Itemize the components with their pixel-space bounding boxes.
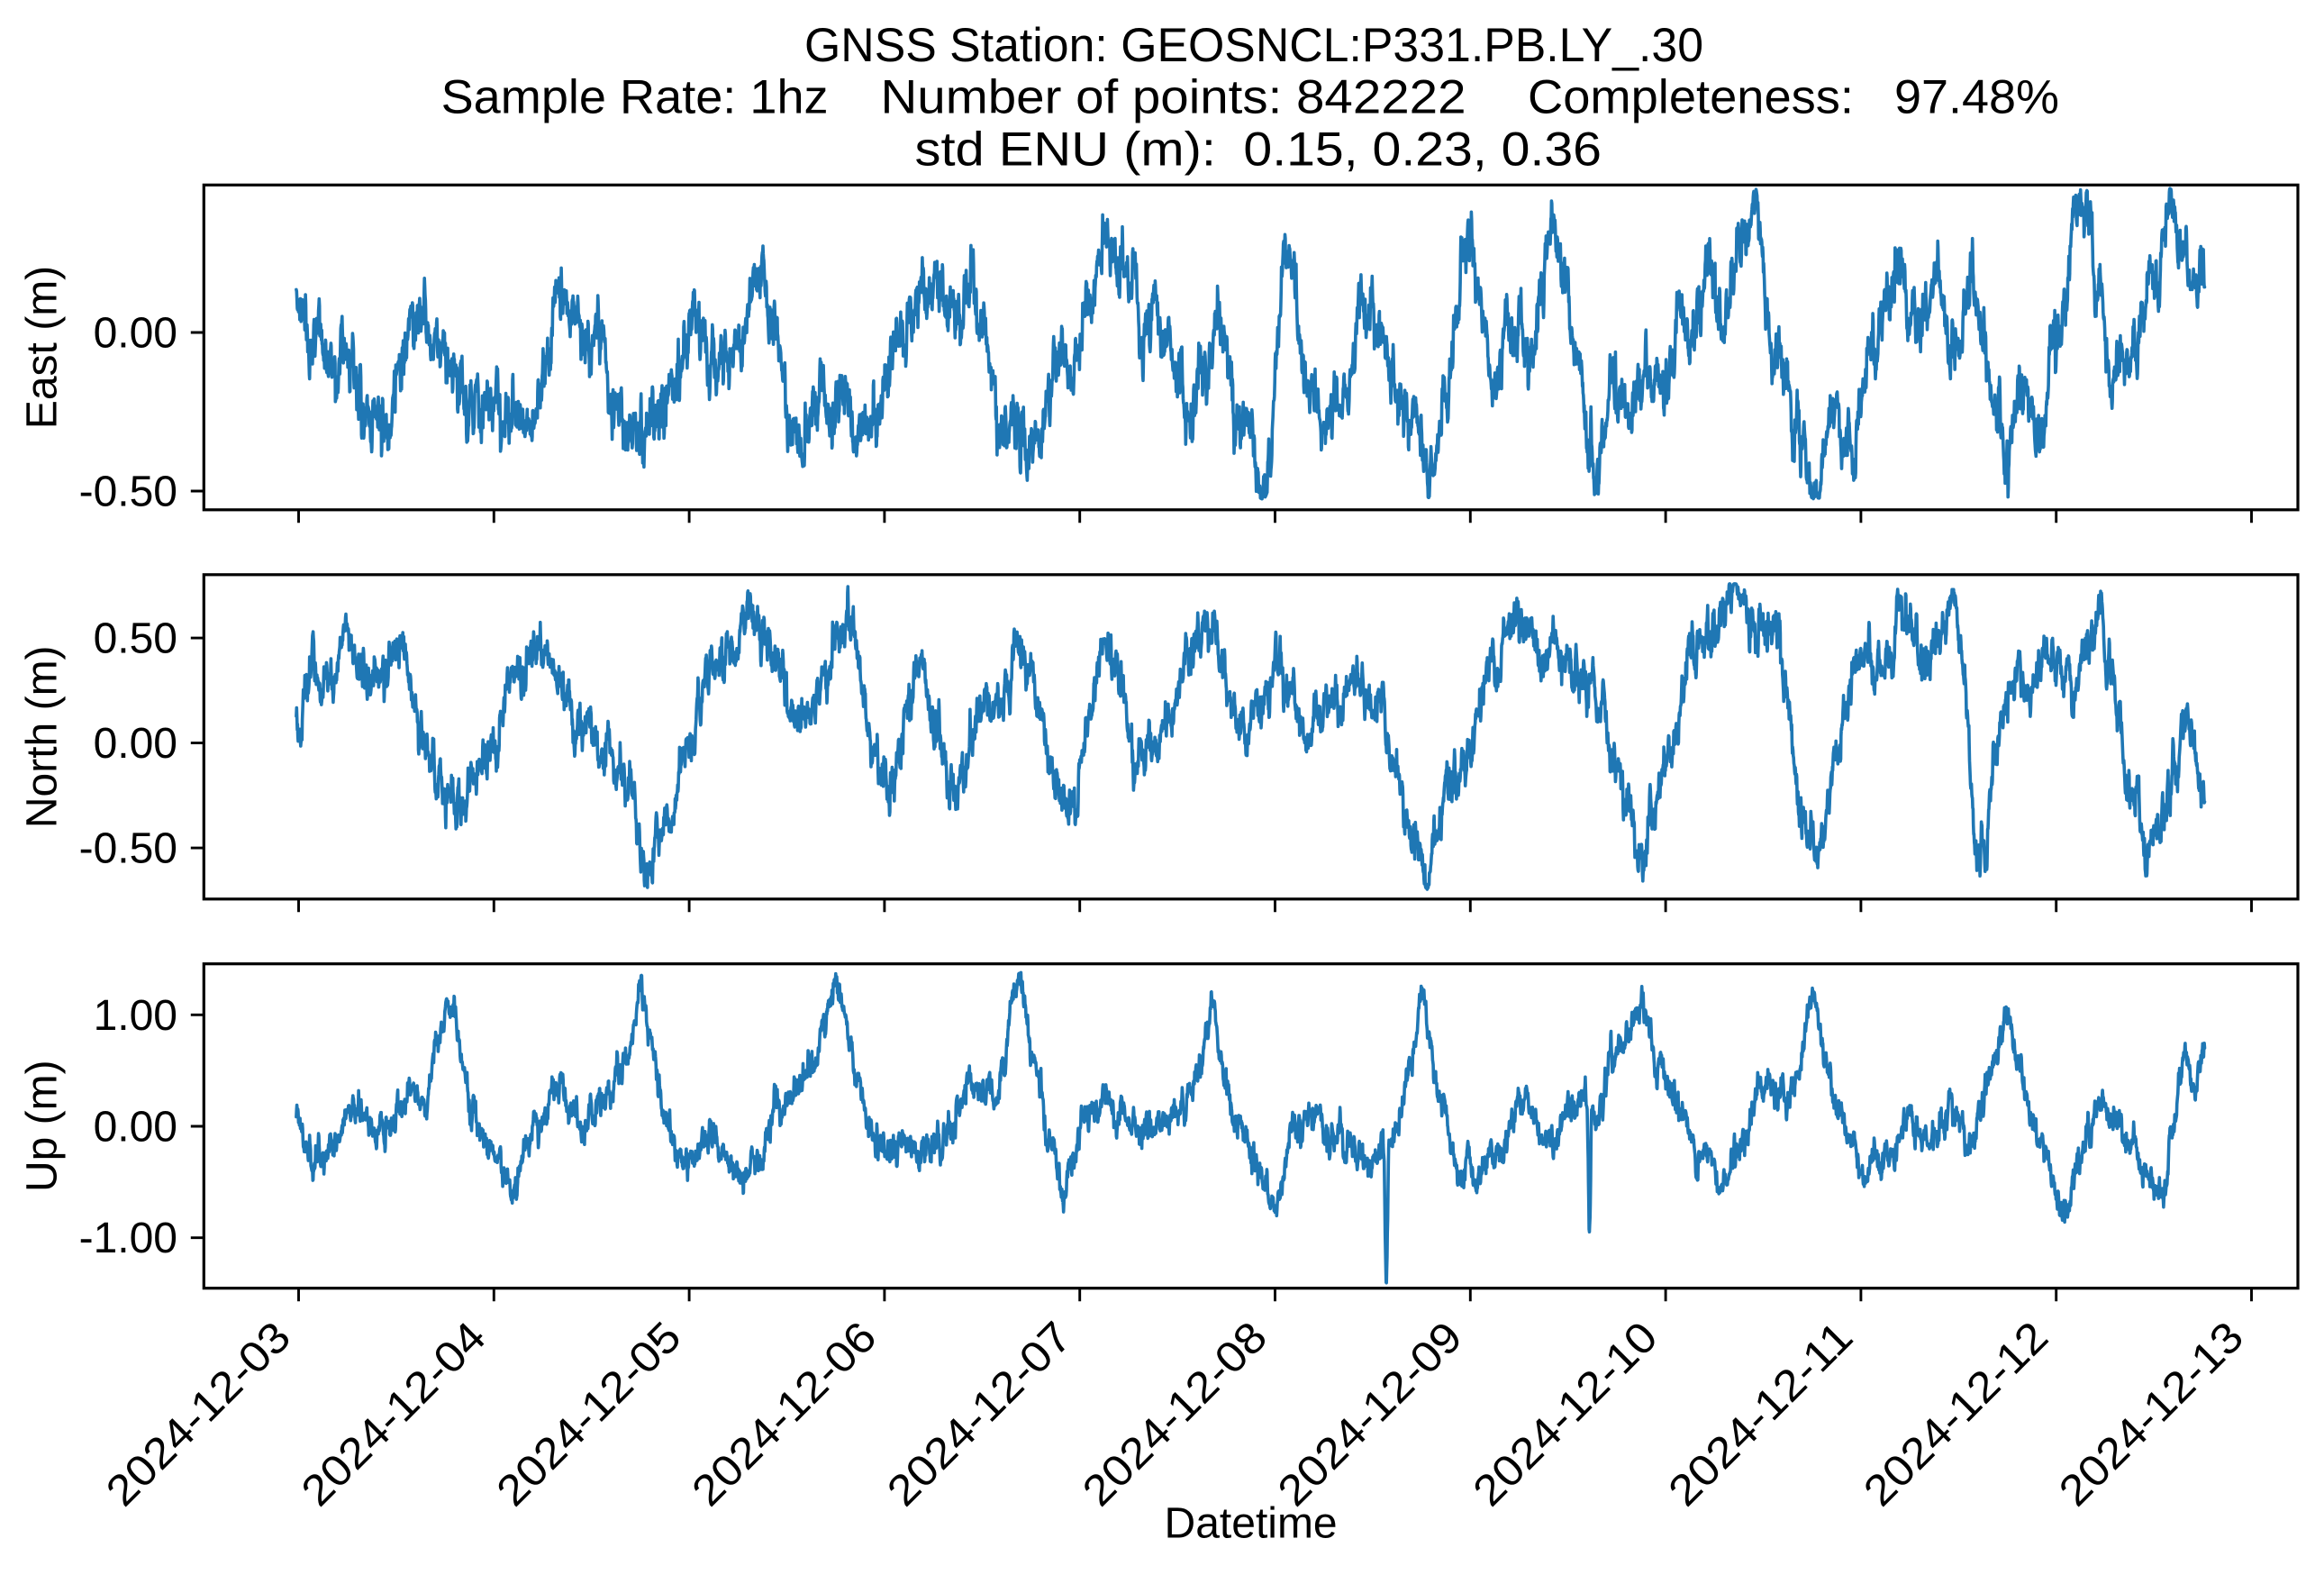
svg-text:Datetime: Datetime [1165,1500,1338,1548]
svg-text:0.00: 0.00 [94,1104,177,1152]
svg-text:Up (m): Up (m) [18,1060,66,1192]
svg-text:North (m): North (m) [18,645,66,828]
svg-text:-0.50: -0.50 [79,469,177,516]
svg-text:97.48%: 97.48% [1894,70,2059,123]
svg-text:East (m): East (m) [18,266,66,429]
svg-text:1.00: 1.00 [94,992,177,1040]
svg-text:Sample Rate: 1hz: Sample Rate: 1hz [441,70,829,123]
svg-text:-1.00: -1.00 [79,1215,177,1262]
svg-text:Completeness:: Completeness: [1528,70,1854,123]
svg-text:0.15, 0.23, 0.36: 0.15, 0.23, 0.36 [1243,123,1602,177]
svg-text:0.00: 0.00 [94,310,177,358]
svg-text:0.50: 0.50 [94,615,177,663]
svg-text:0.00: 0.00 [94,720,177,768]
svg-text:-0.50: -0.50 [79,825,177,873]
svg-text:std ENU (m):: std ENU (m): [915,123,1217,177]
svg-text:GNSS Station: GEOSNCL:P331.PB.: GNSS Station: GEOSNCL:P331.PB.LY_.30 [804,19,1703,72]
svg-text:Number of points: 842222: Number of points: 842222 [881,70,1466,123]
